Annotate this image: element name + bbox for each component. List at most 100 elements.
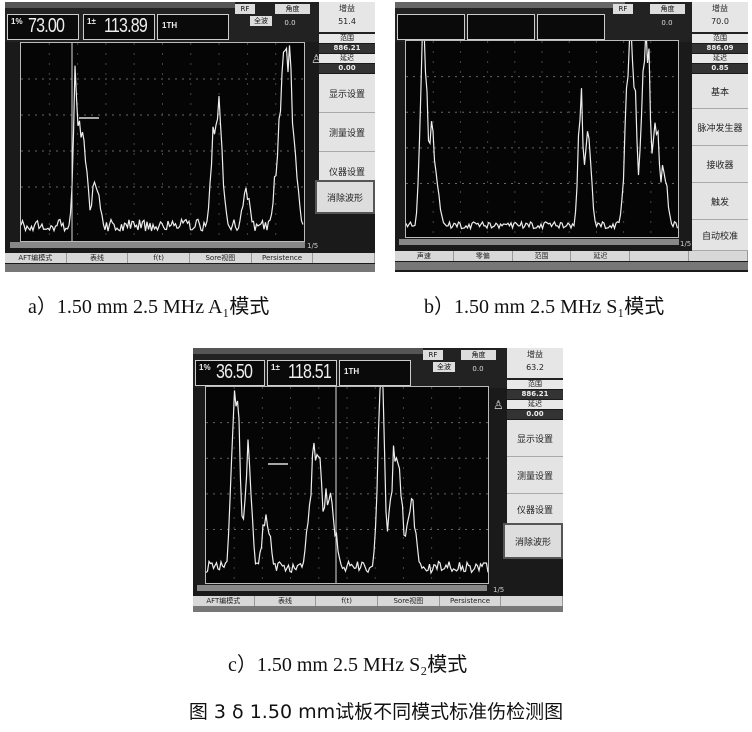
value-chip: 0.0 xyxy=(284,19,296,27)
bottom-status xyxy=(395,262,748,270)
bottom-item[interactable]: 范围 xyxy=(513,251,572,261)
menu-trigger[interactable]: 触发 xyxy=(692,183,748,220)
gate-value: 1TH xyxy=(344,367,360,376)
readout-prefix: 1± xyxy=(87,17,96,26)
bottom-item[interactable]: Sore视图 xyxy=(190,253,252,263)
gate-value: 1TH xyxy=(162,21,178,30)
readout-1 xyxy=(397,14,465,40)
bottom-status xyxy=(5,264,375,272)
readout-3 xyxy=(537,14,605,40)
fullwave-chip[interactable]: 全波 xyxy=(433,362,455,372)
page-indicator[interactable]: 1/5 xyxy=(307,242,319,250)
delay-value: 0.00 xyxy=(507,410,563,419)
bottom-item[interactable]: AFT编模式 xyxy=(5,253,67,263)
gain-label: 增益 xyxy=(339,4,355,13)
rf-chip[interactable]: RF xyxy=(423,350,443,360)
distance-value: 118.51 xyxy=(288,361,332,383)
waveform-plot xyxy=(405,40,679,238)
gain-box[interactable]: 增益 70.0 xyxy=(692,2,748,32)
range-label: 范围 xyxy=(507,380,563,389)
fullwave-chip[interactable]: 全波 xyxy=(250,16,272,26)
page-indicator[interactable]: 1/5 xyxy=(680,240,692,248)
menu-auto-calibrate[interactable]: 自动校准 xyxy=(692,220,748,251)
bottom-status xyxy=(193,606,563,612)
range-label: 范围 xyxy=(692,34,748,43)
amplitude-value: 36.50 xyxy=(216,361,253,383)
gain-label: 增益 xyxy=(712,4,728,13)
readout-2 xyxy=(467,14,535,40)
person-icon: ♙ xyxy=(493,398,504,412)
screenshot-a: 1% 73.00 1± 113.89 1TH RF 角度 全波 0.0 增益 51.4… xyxy=(5,2,375,272)
distance-readout: 1± 113.89 xyxy=(83,14,155,40)
waveform-trace xyxy=(21,45,304,233)
screenshot-c: 1% 36.50 1± 118.51 1TH RF 角度 全波 0.0 增益 63.2… xyxy=(193,348,563,612)
figure-title: 图 3 δ 1.50 mm试板不同模式标准伤检测图 xyxy=(188,701,564,723)
menu-measure-settings[interactable]: 测量设置 xyxy=(319,113,375,152)
bottom-item[interactable] xyxy=(689,251,748,261)
gain-value: 51.4 xyxy=(338,17,356,26)
gain-box[interactable]: 增益 51.4 xyxy=(319,2,375,32)
range-value: 886.21 xyxy=(507,390,563,399)
gain-value: 70.0 xyxy=(711,17,729,26)
bottom-item[interactable]: 表线 xyxy=(67,253,129,263)
distance-value: 113.89 xyxy=(104,15,148,37)
bottom-menu: AFT编模式 表线 f(t) Sore视图 Persistence xyxy=(5,253,375,263)
menu-basic[interactable]: 基本 xyxy=(692,74,748,109)
rf-chip[interactable]: RF xyxy=(613,4,633,14)
delay-label: 延迟 xyxy=(319,54,375,63)
menu-display-settings[interactable]: 显示设置 xyxy=(507,420,563,457)
range-value: 886.09 xyxy=(692,44,748,53)
delay-label: 延迟 xyxy=(692,54,748,63)
menu-display-settings[interactable]: 显示设置 xyxy=(319,74,375,113)
bottom-item[interactable]: Sore视图 xyxy=(378,596,440,606)
gain-box[interactable]: 增益 63.2 xyxy=(507,348,563,378)
waveform-trace xyxy=(206,387,488,575)
s-scan-waveform xyxy=(406,41,678,237)
range-value: 886.21 xyxy=(319,44,375,53)
menu-clear-waveform[interactable]: 消除波形 xyxy=(315,180,375,214)
readout-prefix: 1% xyxy=(11,17,23,26)
caption-c: c）1.50 mm 2.5 MHz S₂模式 xyxy=(228,654,468,676)
rf-chip[interactable]: RF xyxy=(235,4,255,14)
readout-prefix: 1% xyxy=(199,363,211,372)
menu-clear-waveform[interactable]: 消除波形 xyxy=(503,523,563,559)
bottom-item[interactable] xyxy=(630,251,690,261)
menu-instrument-settings[interactable]: 仪器设置 xyxy=(507,494,563,525)
horizontal-scale xyxy=(197,585,487,591)
screenshot-b: RF 角度 0.0 增益 70.0 范围 886.09 延迟 0.85 基本 脉冲… xyxy=(395,2,748,272)
angle-chip[interactable]: 角度 xyxy=(650,4,685,14)
waveform-plot xyxy=(205,386,489,584)
bottom-item[interactable]: 延迟 xyxy=(571,251,631,261)
range-label: 范围 xyxy=(319,34,375,43)
bottom-item[interactable]: f(t) xyxy=(128,253,191,263)
bottom-item[interactable]: 声速 xyxy=(395,251,454,261)
gate-readout: 1TH xyxy=(339,360,411,386)
horizontal-scale xyxy=(399,239,679,245)
menu-receiver[interactable]: 接收器 xyxy=(692,146,748,183)
gate-readout: 1TH xyxy=(157,14,229,40)
caption-b: b）1.50 mm 2.5 MHz S₁模式 xyxy=(424,296,665,318)
angle-chip[interactable]: 角度 xyxy=(461,350,496,360)
distance-readout: 1± 118.51 xyxy=(267,360,337,386)
angle-chip[interactable]: 角度 xyxy=(275,4,310,14)
page-indicator[interactable]: 1/5 xyxy=(493,586,505,594)
bottom-item[interactable]: Persistence xyxy=(440,596,502,606)
bottom-item[interactable]: Persistence xyxy=(252,253,314,263)
amplitude-readout: 1% 36.50 xyxy=(195,360,265,386)
a-scan-waveform xyxy=(206,387,488,583)
menu-pulser[interactable]: 脉冲发生器 xyxy=(692,109,748,146)
value-chip: 0.0 xyxy=(472,365,484,373)
readout-prefix: 1± xyxy=(271,363,280,372)
bottom-item[interactable]: 零偏 xyxy=(454,251,513,261)
gain-label: 增益 xyxy=(527,350,543,359)
person-icon: ♙ xyxy=(311,52,322,66)
delay-label: 延迟 xyxy=(507,400,563,409)
bottom-menu: 声速 零偏 范围 延迟 xyxy=(395,251,748,261)
bottom-item[interactable]: 表线 xyxy=(255,596,317,606)
bottom-item[interactable]: f(t) xyxy=(316,596,379,606)
bottom-item[interactable]: AFT编模式 xyxy=(193,596,255,606)
delay-value: 0.00 xyxy=(319,64,375,73)
amplitude-value: 73.00 xyxy=(28,15,65,37)
menu-measure-settings[interactable]: 测量设置 xyxy=(507,457,563,494)
waveform-plot xyxy=(20,42,305,242)
